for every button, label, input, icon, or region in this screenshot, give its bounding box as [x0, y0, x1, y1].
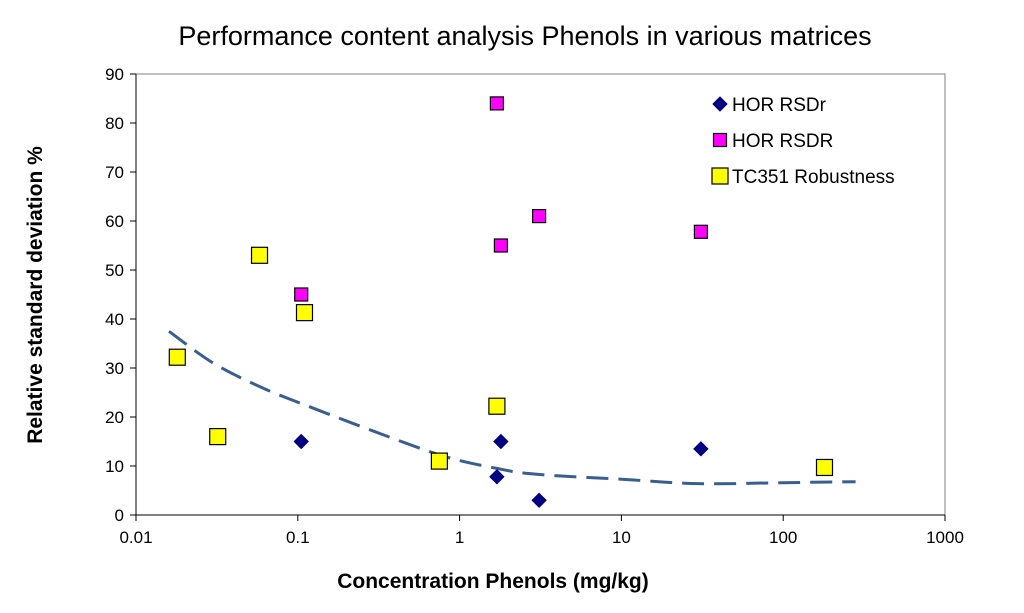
- legend-label-hor-rsdr: HOR RSDR: [732, 131, 833, 152]
- tc351-robustness-point: [250, 246, 269, 264]
- hor-rsdr-point: [693, 441, 709, 457]
- legend-label-hor-rsdr: HOR RSDr: [732, 95, 827, 116]
- tc351-robustness-point: [815, 458, 834, 477]
- tc351-robustness-point: [488, 397, 506, 415]
- tc351-robustness-point: [209, 428, 227, 446]
- y-tick-label: 0: [115, 506, 124, 525]
- y-axis-title: Relative standard deviation %: [24, 146, 47, 444]
- plot-frame: [135, 73, 946, 516]
- y-tick-label: 90: [105, 65, 124, 84]
- x-tick-label: 0.01: [119, 528, 152, 547]
- legend-label-tc351-robustness: TC351 Robustness: [732, 167, 895, 188]
- hor-rsdr-point: [532, 209, 547, 224]
- tc351-robustness-point: [295, 304, 314, 322]
- legend-marker-hor-rsdr: [712, 96, 728, 112]
- x-tick-label: 1000: [926, 528, 964, 547]
- data-points-layer: [168, 96, 834, 509]
- plot-area: [135, 73, 946, 516]
- x-tick-label: 100: [769, 528, 797, 547]
- hor-rsdr-point: [493, 433, 509, 450]
- x-tick-label: 0.1: [286, 528, 310, 547]
- hor-rsdr-point: [489, 469, 505, 485]
- y-tick-label: 40: [105, 310, 124, 329]
- trendline-layer: [168, 330, 856, 486]
- hor-rsdr-point: [531, 492, 547, 509]
- legend-marker-tc351-robustness: [711, 167, 729, 185]
- hor-rsdr-point: [693, 224, 709, 239]
- hor-rsdr-point: [293, 433, 309, 450]
- y-tick-label: 20: [105, 408, 124, 427]
- y-tick-label: 80: [105, 114, 124, 133]
- hor-rsdr-point: [294, 287, 309, 302]
- trendline: [168, 330, 856, 486]
- hor-rsdr-point: [489, 96, 504, 111]
- y-tick-label: 70: [105, 163, 124, 182]
- y-tick-label: 30: [105, 359, 124, 378]
- tc351-robustness-point: [430, 452, 448, 470]
- hor-rsdr-point: [493, 238, 509, 253]
- y-tick-label: 10: [105, 457, 124, 476]
- tc351-robustness-point: [168, 348, 186, 366]
- x-tick-label: 10: [612, 528, 631, 547]
- x-tick-label: 1: [455, 528, 464, 547]
- y-tick-label: 50: [105, 261, 124, 280]
- chart-title: Performance content analysis Phenols in …: [178, 21, 871, 51]
- legend-marker-hor-rsdr: [712, 132, 728, 148]
- y-tick-label: 60: [105, 212, 124, 231]
- legend: HOR RSDr HOR RSDR TC351 Robustness: [711, 95, 895, 188]
- ticks-layer: 0 10 20 30 40 50 60 70 80 90 0.01 0.1 1 10 100 1000: [105, 65, 964, 547]
- x-axis-title: Concentration Phenols (mg/kg): [337, 570, 649, 593]
